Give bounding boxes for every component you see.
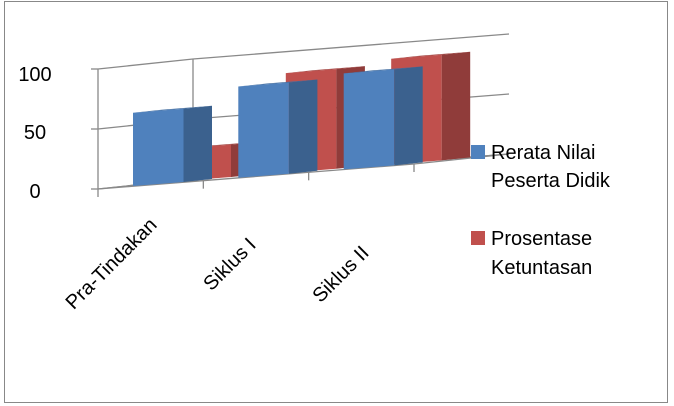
bar-top-face (238, 79, 318, 87)
y-tick-label: 0 (29, 181, 40, 203)
legend-label-line: Prosentase (491, 228, 592, 250)
chart: 0 50 100 Pra-Tindakan Siklus I Siklus II… (18, 33, 611, 314)
y-tick-label: 50 (24, 122, 46, 144)
x-axis-category-labels: Pra-Tindakan Siklus I Siklus II (62, 214, 374, 314)
legend-label-line: Peserta Didik (491, 170, 611, 192)
category-label: Siklus II (308, 242, 373, 307)
bar-top-face (285, 66, 365, 74)
bar-top-face (133, 105, 212, 113)
bar-front-face (133, 108, 184, 186)
bar-side-face (288, 79, 318, 174)
bar-side-face (394, 66, 423, 166)
bar (133, 105, 212, 186)
bar (238, 79, 318, 178)
bar-front-face (343, 69, 395, 170)
bar-top-face (391, 51, 471, 59)
legend-label-line: Rerata Nilai (491, 142, 595, 164)
y-axis-ticks: 0 50 100 (18, 64, 51, 203)
bar-front-face (238, 82, 289, 178)
legend-label-line: Ketuntasan (491, 257, 592, 279)
legend-swatch-prosentase (471, 231, 485, 245)
bar-top-face (343, 66, 423, 74)
legend-swatch-rerata (471, 145, 485, 159)
bar-side-face (441, 51, 471, 161)
y-tick-label: 100 (18, 64, 51, 86)
legend: Rerata Nilai Peserta Didik Prosentase Ke… (471, 142, 611, 279)
category-label: Pra-Tindakan (62, 214, 162, 314)
bar (343, 66, 423, 170)
bar-side-face (183, 105, 212, 182)
chart-frame: 0 50 100 Pra-Tindakan Siklus I Siklus II… (4, 1, 668, 403)
category-label: Siklus I (199, 234, 260, 295)
bars (133, 51, 471, 186)
